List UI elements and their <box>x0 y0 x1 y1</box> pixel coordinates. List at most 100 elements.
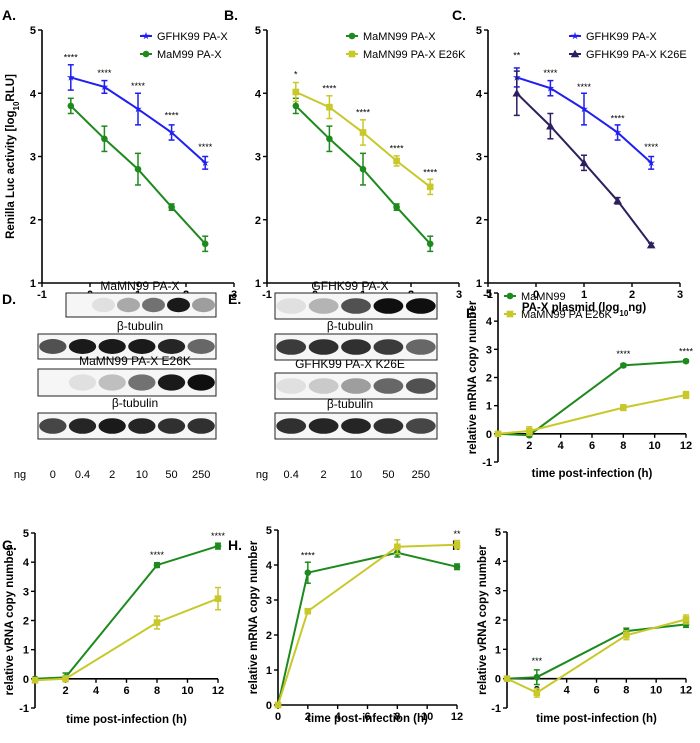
y-axis-title: Renilla Luc activity [log10RLU] <box>5 74 21 239</box>
x-tick-label: 2 <box>305 711 311 723</box>
data-point <box>134 104 142 113</box>
significance-label: **** <box>644 142 659 152</box>
data-point <box>292 102 300 110</box>
y-tick-label: 5 <box>23 528 29 540</box>
blot-band <box>373 378 404 394</box>
data-point <box>292 88 300 96</box>
legend-marker <box>348 50 356 58</box>
x-tick-label: 3 <box>456 289 462 301</box>
data-point <box>359 165 367 173</box>
lane-label: 0 <box>50 469 56 481</box>
blot-band <box>128 418 156 434</box>
blot-band <box>187 418 215 434</box>
y-tick-label: 5 <box>30 25 36 37</box>
significance-label: **** <box>543 68 558 78</box>
data-point <box>646 240 656 249</box>
lane-label: 50 <box>165 469 177 481</box>
blot-band <box>157 418 186 434</box>
blot-label: β-tubulin <box>327 319 373 333</box>
legend: GFHK99 PA-X MaM99 PA-X <box>140 31 228 61</box>
blot-band <box>308 339 339 355</box>
x-tick-label: 4 <box>93 685 100 697</box>
data-point <box>326 103 333 111</box>
lane-label: 2 <box>321 469 327 481</box>
blot-band <box>142 297 165 313</box>
blot-label: β-tubulin <box>327 397 373 411</box>
y-tick-label: 2 <box>266 630 272 642</box>
x-tick-label: 6 <box>589 440 595 452</box>
lane-label: 2 <box>109 469 115 481</box>
series-0 <box>494 357 690 439</box>
blot-band <box>128 339 156 354</box>
y-tick-label: 1 <box>495 644 501 656</box>
x-tick-label: 4 <box>558 440 565 452</box>
y-tick-label: 1 <box>486 401 492 413</box>
y-tick-label: 2 <box>30 215 36 227</box>
series-1 <box>292 81 434 196</box>
blot-band <box>341 339 371 355</box>
x-tick-label: 8 <box>623 685 629 697</box>
significance-label: ** <box>513 50 521 60</box>
blot-label: MaMN99 PA-X <box>100 279 179 293</box>
blot-band <box>167 297 190 313</box>
x-tick-label: 6 <box>593 685 599 697</box>
ng-label: ng <box>14 469 26 481</box>
legend-marker <box>571 31 579 40</box>
significance-label: **** <box>150 550 165 560</box>
y-tick-label: 0 <box>266 700 272 712</box>
x-tick-label: 6 <box>123 685 129 697</box>
y-tick-label: 0 <box>495 674 501 686</box>
blot-band <box>276 339 307 355</box>
data-point <box>426 240 434 248</box>
data-point <box>167 128 176 136</box>
x-tick-label: 10 <box>181 685 193 697</box>
blot-band <box>341 298 371 314</box>
blot-band <box>98 374 126 391</box>
blot-band <box>117 297 140 313</box>
significance-label: **** <box>211 531 226 541</box>
y-tick-label: 2 <box>23 616 29 628</box>
panel-letter-c: C. <box>452 7 466 23</box>
x-tick-label: 4 <box>564 685 571 697</box>
y-tick-label: 5 <box>476 25 482 37</box>
blot-label: MaMN99 PA-X E26K <box>79 354 191 368</box>
x-tick-label: 0 <box>533 289 539 301</box>
data-point <box>304 569 312 576</box>
ng-label: ng <box>256 469 268 481</box>
data-point <box>526 427 533 435</box>
legend-marker <box>142 31 150 40</box>
y-tick-label: 5 <box>495 527 501 539</box>
significance-label: **** <box>577 82 592 92</box>
x-tick-label: -1 <box>262 289 272 301</box>
y-tick-label: 0 <box>23 674 29 686</box>
data-point <box>533 689 541 697</box>
y-tick-label: 3 <box>486 344 492 356</box>
y-axis-title: relative vRNA copy number <box>4 545 16 695</box>
legend-label: MaMN99 PA E26K <box>521 309 613 321</box>
blot-band <box>308 298 339 314</box>
x-tick-label: 8 <box>154 685 160 697</box>
data-point <box>682 616 690 623</box>
data-point <box>214 542 222 550</box>
significance-label: **** <box>198 142 213 152</box>
blot-band <box>68 418 97 434</box>
blot-band <box>187 339 215 354</box>
y-tick-label: 0 <box>486 429 492 441</box>
panel-letter-h: H. <box>228 537 242 553</box>
blot-label: GFHK99 PA-X K26E <box>295 357 405 371</box>
significance-label: **** <box>423 167 438 177</box>
x-axis-title: time post-infection (h) <box>66 714 187 726</box>
series-1 <box>67 97 209 253</box>
legend-marker <box>570 49 580 58</box>
legend-label: GFHK99 PA-X <box>157 31 228 43</box>
blot-band <box>341 378 371 394</box>
data-point <box>201 158 210 167</box>
data-point <box>512 88 522 97</box>
data-point <box>394 543 401 551</box>
blot-frame <box>37 412 217 440</box>
data-point <box>62 675 69 683</box>
data-point <box>533 673 541 681</box>
y-tick-label: 4 <box>266 560 273 572</box>
